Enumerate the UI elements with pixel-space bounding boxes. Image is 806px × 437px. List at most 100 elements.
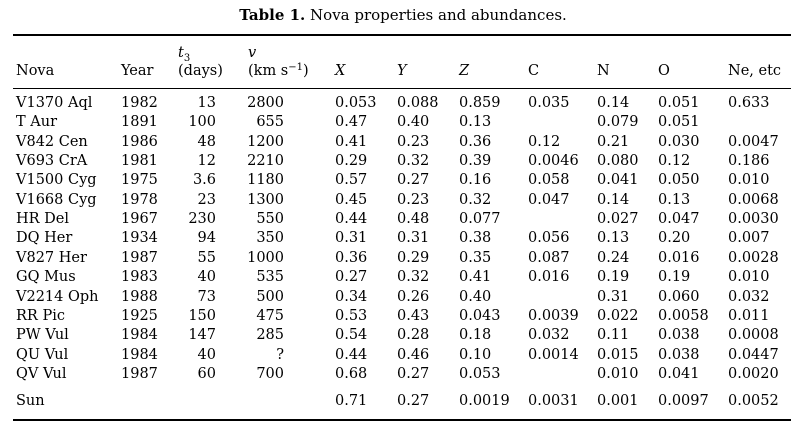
- table-row-11-ne: 0.011: [728, 307, 770, 324]
- table-row-8-n: 0.24: [597, 249, 630, 266]
- table-row-4-n: 0.041: [597, 172, 639, 189]
- table-row-1-y: 0.40: [397, 114, 430, 131]
- table-row-10-t3: 73: [197, 288, 216, 305]
- header-year: Year: [121, 63, 154, 79]
- v-unit-sup: −1: [288, 62, 303, 73]
- table-row-6-year: 1967: [121, 211, 158, 228]
- table-row-0-year: 1982: [121, 95, 158, 111]
- table-row-9-c: 0.016: [528, 269, 570, 286]
- table-row-0-v: 2800: [247, 95, 284, 111]
- sun-row-o: 0.0097: [658, 393, 709, 409]
- table-row-8-y: 0.29: [397, 249, 430, 266]
- table-row-1-n: 0.079: [597, 114, 639, 131]
- table-row-13-n: 0.015: [597, 346, 639, 363]
- table-row-7-nova: DQ Her: [16, 230, 73, 247]
- table-row-6-x: 0.44: [335, 211, 368, 228]
- table-row-9-nova: GQ Mus: [16, 269, 76, 286]
- table-row-14-y: 0.27: [397, 365, 430, 382]
- table-row-6-nova: HR Del: [16, 211, 70, 228]
- table-row-3-c: 0.0046: [528, 153, 579, 170]
- sun-row-nova: Sun: [16, 393, 45, 409]
- caption-label: Table 1.: [239, 6, 306, 24]
- table-row-14-z: 0.053: [459, 365, 501, 382]
- table-row-14-t3: 60: [197, 365, 216, 382]
- table-row-10-year: 1988: [121, 288, 158, 305]
- table-row-10-v: 500: [256, 288, 284, 305]
- table-row-5-n: 0.14: [597, 191, 630, 208]
- table-row-4-nova: V1500 Cyg: [16, 172, 97, 189]
- table-row-12-o: 0.038: [658, 327, 700, 344]
- table-row-10-nova: V2214 Oph: [16, 288, 99, 305]
- table-row-5-y: 0.23: [397, 191, 430, 208]
- table-row-0-nova: V1370 Aql: [16, 95, 93, 111]
- table-row-5-nova: V1668 Cyg: [16, 191, 97, 208]
- table-row-2-x: 0.41: [335, 133, 368, 150]
- table-row-3-y: 0.32: [397, 153, 430, 170]
- bottom-rule: [13, 419, 791, 421]
- header-v: v: [248, 45, 257, 61]
- header-Y: Y: [397, 63, 407, 79]
- table-row-3-x: 0.29: [335, 153, 368, 170]
- table-row-8-nova: V827 Her: [16, 249, 87, 266]
- table-row-12-nova: PW Vul: [16, 327, 69, 344]
- table-row-12-y: 0.28: [397, 327, 430, 344]
- table-row-2-year: 1986: [121, 133, 158, 150]
- table-row-14-nova: QV Vul: [16, 365, 67, 382]
- table-row-8-t3: 55: [197, 249, 216, 266]
- header-nova: Nova: [16, 63, 55, 79]
- table-row-4-o: 0.050: [658, 172, 700, 189]
- v-unit-post: ): [303, 63, 309, 79]
- table-row-11-v: 475: [256, 307, 284, 324]
- header-C: C: [528, 63, 540, 79]
- table-row-5-c: 0.047: [528, 191, 570, 208]
- table-row-4-y: 0.27: [397, 172, 430, 189]
- table-row-9-x: 0.27: [335, 269, 368, 286]
- header-Ne: Ne, etc: [728, 63, 782, 79]
- table-row-5-ne: 0.0068: [728, 191, 779, 208]
- header-v-unit: (km s−1): [248, 62, 309, 80]
- table-row-0-o: 0.051: [658, 95, 700, 111]
- table-row-14-o: 0.041: [658, 365, 700, 382]
- table-row-4-c: 0.058: [528, 172, 570, 189]
- sun-row-z: 0.0019: [459, 393, 510, 409]
- table-row-3-ne: 0.186: [728, 153, 770, 170]
- table-row-10-x: 0.34: [335, 288, 368, 305]
- table-row-11-nova: RR Pic: [16, 307, 65, 324]
- table-row-4-t3: 3.6: [192, 172, 216, 189]
- table-row-1-year: 1891: [121, 114, 158, 131]
- table-row-6-t3: 230: [188, 211, 216, 228]
- table-row-6-ne: 0.0030: [728, 211, 779, 228]
- table-row-0-ne: 0.633: [728, 95, 770, 111]
- table-row-13-o: 0.038: [658, 346, 700, 363]
- table-row-1-o: 0.051: [658, 114, 700, 131]
- table-row-9-ne: 0.010: [728, 269, 770, 286]
- table-row-8-c: 0.087: [528, 249, 570, 266]
- table-row-11-t3: 150: [188, 307, 216, 324]
- table-row-5-v: 1300: [247, 191, 284, 208]
- table-row-11-o: 0.0058: [658, 307, 709, 324]
- table-row-9-z: 0.41: [459, 269, 492, 286]
- table-row-9-year: 1983: [121, 269, 158, 286]
- table-row-13-year: 1984: [121, 346, 158, 363]
- table-row-6-z: 0.077: [459, 211, 501, 228]
- header-O: O: [658, 63, 670, 79]
- table-row-1-t3: 100: [188, 114, 216, 131]
- table-row-2-v: 1200: [247, 133, 284, 150]
- sun-row-x: 0.71: [335, 393, 368, 409]
- table-row-13-z: 0.10: [459, 346, 492, 363]
- table-row-7-o: 0.20: [658, 230, 691, 247]
- table-row-2-n: 0.21: [597, 133, 630, 150]
- table-row-3-year: 1981: [121, 153, 158, 170]
- table-row-6-v: 550: [256, 211, 284, 228]
- table-row-11-x: 0.53: [335, 307, 368, 324]
- table-row-1-z: 0.13: [459, 114, 492, 131]
- table-row-4-year: 1975: [121, 172, 158, 189]
- table-row-12-z: 0.18: [459, 327, 492, 344]
- table-row-7-year: 1934: [121, 230, 158, 247]
- sun-row-ne: 0.0052: [728, 393, 779, 409]
- table-row-13-c: 0.0014: [528, 346, 579, 363]
- table-row-10-ne: 0.032: [728, 288, 770, 305]
- table-row-9-v: 535: [256, 269, 284, 286]
- table-row-5-t3: 23: [197, 191, 216, 208]
